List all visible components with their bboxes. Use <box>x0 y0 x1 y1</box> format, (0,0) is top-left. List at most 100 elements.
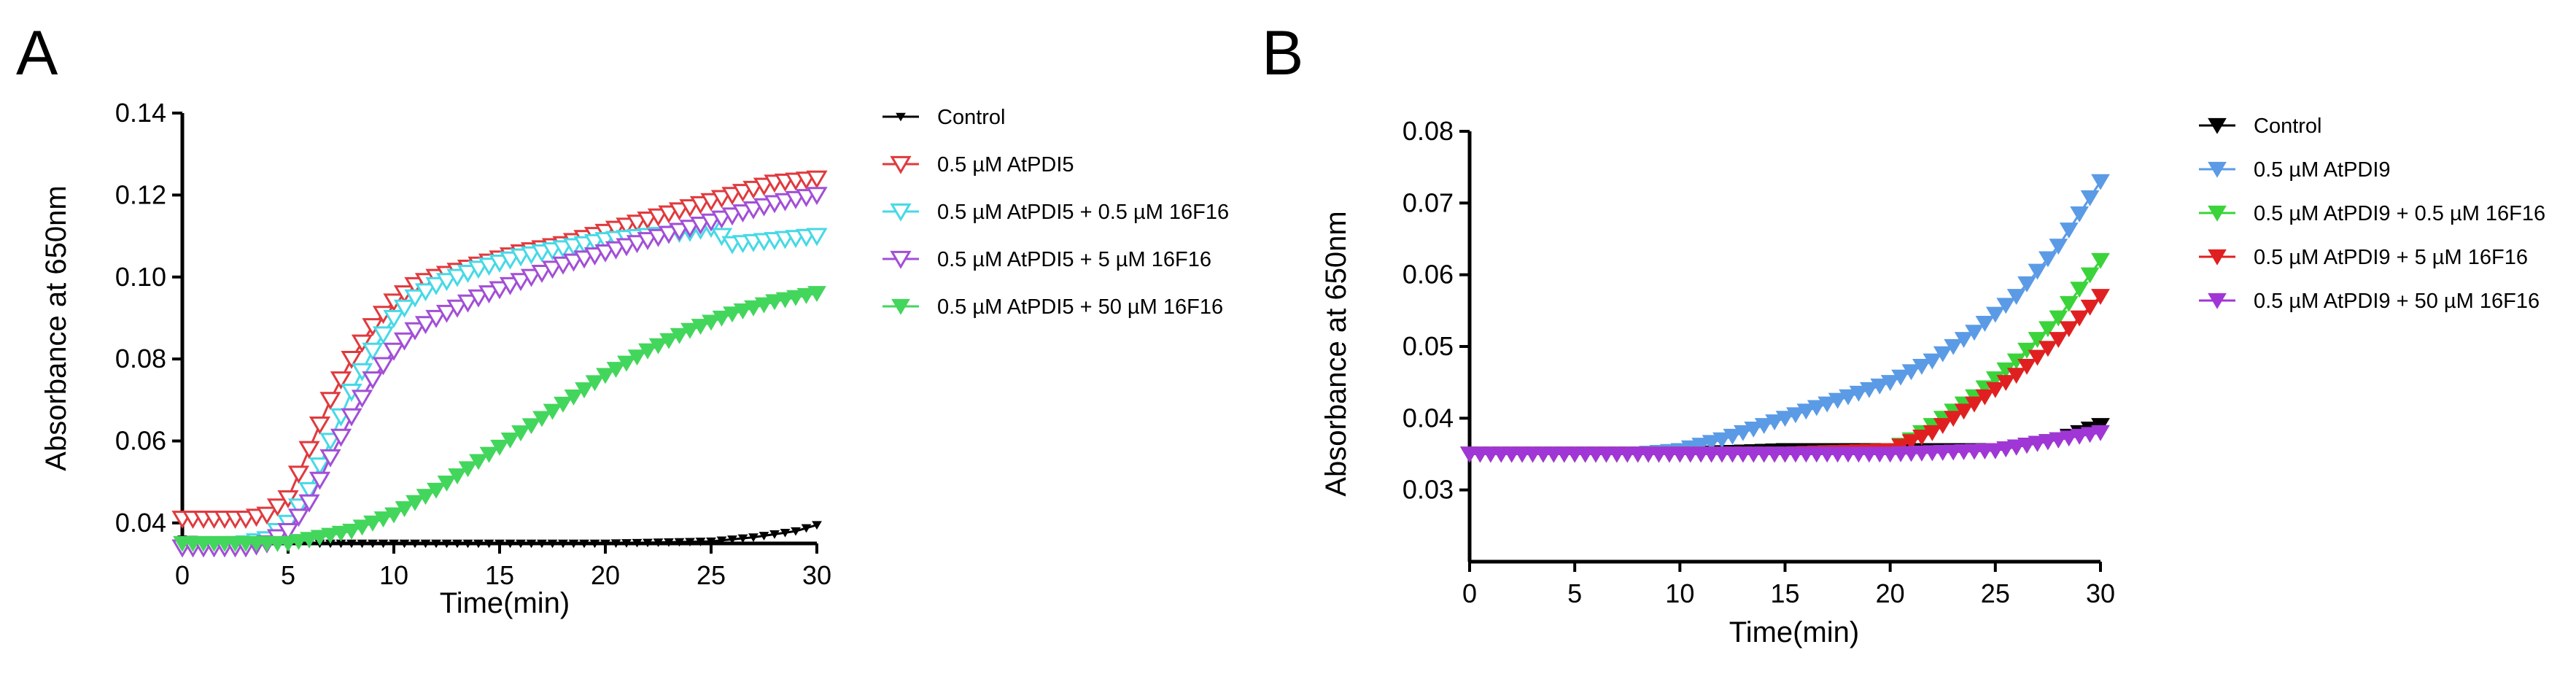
panel-a-data-point <box>395 501 414 518</box>
panel-a-data-point <box>357 539 368 549</box>
panel-a-xtick-label: 25 <box>697 560 726 590</box>
panel-a-data-point <box>723 306 742 323</box>
panel-b-legend-marker <box>2208 205 2227 222</box>
panel-a-data-point <box>500 433 520 449</box>
panel-a-data-point <box>626 214 648 233</box>
panel-a-data-point <box>742 201 764 220</box>
panel-a-data-point <box>616 217 637 236</box>
panel-a-data-point <box>330 428 352 447</box>
panel-a-legend-item: 0.5 µM AtPDI5 <box>882 153 1074 177</box>
panel-a-data-point <box>383 309 405 328</box>
panel-b-ytick-label: 0.07 <box>1403 187 1454 217</box>
panel-a-data-point <box>775 292 795 309</box>
panel-b-series-3 <box>1460 289 2110 463</box>
panel-a-data-point <box>330 371 352 390</box>
panel-b-legend-item: 0.5 µM AtPDI9 + 0.5 µM 16F16 <box>2199 202 2545 225</box>
panel-a-data-point <box>733 303 753 319</box>
panel-a-data-point <box>437 476 457 492</box>
panel-a-data-point <box>526 539 537 549</box>
panel-b-data-point <box>1996 375 2016 391</box>
panel-a-data-point <box>468 289 489 308</box>
panel-a-data-point <box>600 539 610 549</box>
panel-a-data-point <box>753 198 775 217</box>
panel-a-data-point <box>786 290 805 306</box>
panel-b-data-point <box>1849 385 1869 402</box>
panel-b-data-point <box>2017 438 2036 454</box>
panel-a-series <box>171 170 828 558</box>
panel-b-data-point <box>2091 425 2110 441</box>
panel-b-data-point <box>2028 349 2047 366</box>
panel-b-legend-label: 0.5 µM AtPDI9 + 50 µM 16F16 <box>2254 290 2540 313</box>
panel-a-data-point <box>372 357 395 376</box>
panel-b-data-point <box>2006 439 2026 456</box>
panel-a-data-point <box>647 208 670 227</box>
panel-a-data-point <box>564 390 583 406</box>
panel-a-data-point <box>626 235 648 254</box>
panel-a-data-point <box>414 316 437 335</box>
panel-a-data-point <box>769 530 780 539</box>
panel-b-axes: 0 5 10 15 20 25 30 0.03 0.04 0.05 0.06 0.07 0.08 <box>1403 116 2115 608</box>
panel-b-data-point <box>1817 396 1837 413</box>
panel-a-data-point <box>562 253 585 272</box>
panel-a-ytick-label: 0.14 <box>115 98 166 128</box>
panel-a-data-point <box>368 539 378 549</box>
panel-a-data-point <box>552 256 574 275</box>
panel-a-data-point <box>632 538 643 548</box>
panel-a-data-point <box>351 390 373 408</box>
panel-a-data-point <box>499 276 521 295</box>
panel-b-data-point <box>1944 411 1963 427</box>
panel-a-data-point <box>806 170 828 189</box>
panel-a-data-point <box>579 539 589 549</box>
panel-b-legend: Control 0.5 µM AtPDI9 0.5 µM AtPDI9 + 0.5 … <box>2199 115 2545 313</box>
panel-a-data-point <box>319 449 341 468</box>
panel-a-data-point <box>647 228 670 247</box>
panel-b-series-2 <box>1460 252 2110 463</box>
panel-a-legend-item: 0.5 µM AtPDI5 + 0.5 µM 16F16 <box>882 201 1229 224</box>
panel-a-data-point <box>414 283 437 302</box>
panel-b-data-point <box>1933 346 1952 363</box>
panel-b-data-point <box>1754 418 1774 434</box>
panel-a-data-point <box>277 523 299 541</box>
panel-b-data-point <box>1702 435 1721 452</box>
panel-b-data-point <box>2038 434 2057 451</box>
panel-b-ytick-label: 0.03 <box>1403 475 1454 505</box>
panel-a-data-point <box>532 411 551 427</box>
panel-a-legend-marker <box>890 250 912 269</box>
panel-b-series-4 <box>1460 425 2110 463</box>
panel-a-data-point <box>575 382 594 399</box>
panel-b-ytick-label: 0.06 <box>1403 260 1454 290</box>
panel-a-data-point <box>341 351 362 369</box>
panel-a-legend-item: Control <box>882 106 1006 129</box>
panel-b-xtick-label: 5 <box>1567 578 1582 608</box>
panel-a-data-point <box>441 539 452 549</box>
panel-b-legend-marker <box>2208 249 2227 266</box>
panel-a-data-point <box>458 461 478 478</box>
panel-a-data-point <box>700 193 722 212</box>
panel-b-legend-label: 0.5 µM AtPDI9 <box>2254 158 2391 182</box>
panel-b-data-point <box>1954 332 1974 348</box>
panel-b-data-point <box>1712 432 1731 449</box>
panel-a-data-point <box>511 425 530 442</box>
panel-b-data-point <box>2059 430 2079 447</box>
panel-a-data-point <box>383 342 405 361</box>
panel-a-data-point <box>796 287 816 304</box>
panel-a-data-point <box>516 539 526 549</box>
panel-a-ytick-label: 0.12 <box>115 179 166 209</box>
panel-a-data-point <box>585 375 605 392</box>
panel-b-data-point <box>1901 434 1921 451</box>
panel-b-data-point <box>2017 276 2036 293</box>
panel-a-data-point <box>606 362 626 378</box>
panel-b-data-point <box>2080 190 2100 206</box>
panel-a-data-point <box>765 294 784 311</box>
panel-a-data-point <box>404 289 426 308</box>
panel-a-legend-label: 0.5 µM AtPDI5 + 50 µM 16F16 <box>937 295 1223 319</box>
panel-a-data-point <box>710 190 733 209</box>
panel-a-data-point <box>287 498 310 517</box>
panel-a-xtick-label: 15 <box>485 560 514 590</box>
panel-a-data-point <box>685 538 695 547</box>
panel-b-legend-item: 0.5 µM AtPDI9 <box>2199 158 2391 182</box>
panel-b-data-point <box>2070 310 2090 327</box>
panel-b-data-point <box>2059 222 2079 239</box>
panel-b-data-point <box>2006 289 2026 305</box>
panel-a-data-point <box>543 403 562 420</box>
